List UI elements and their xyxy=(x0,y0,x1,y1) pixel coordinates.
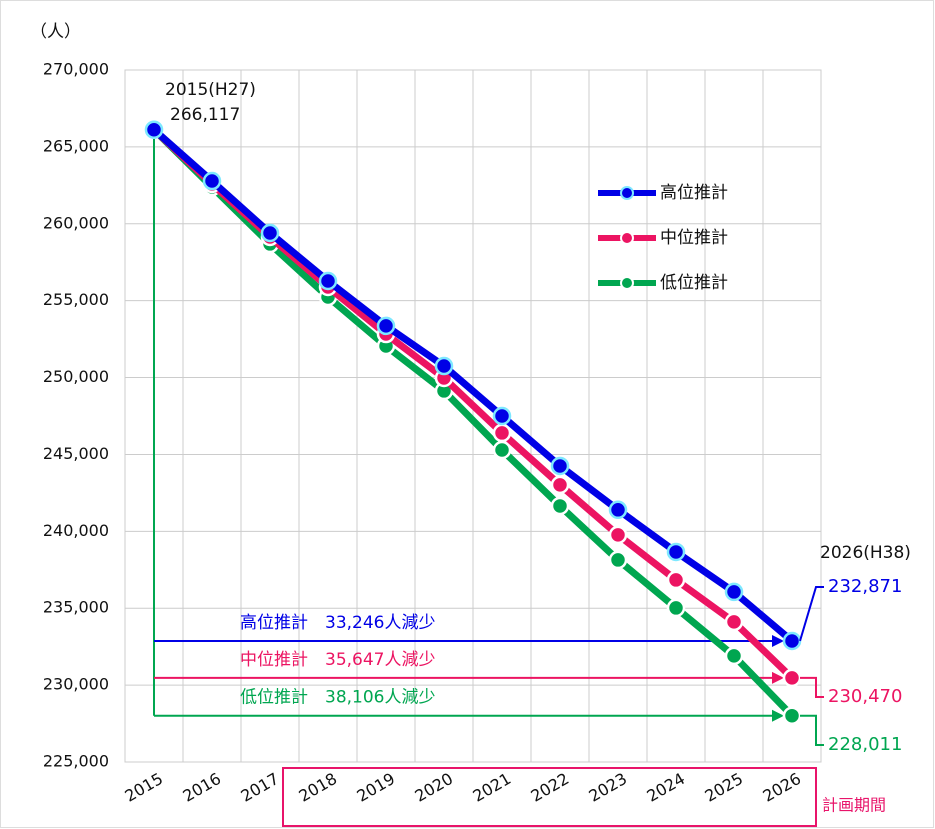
legend-marker xyxy=(620,186,634,200)
end-value-label: 228,011 xyxy=(828,734,902,755)
arrow-head xyxy=(772,671,784,684)
marker xyxy=(318,271,338,291)
end-value-label: 230,470 xyxy=(828,686,902,707)
marker xyxy=(782,706,802,725)
x-tick-label: 2018 xyxy=(295,769,340,806)
legend-label: 低位推計 xyxy=(660,273,728,293)
series-line xyxy=(151,127,795,644)
y-tick-label: 230,000 xyxy=(43,675,109,694)
arrow-head xyxy=(772,709,784,722)
marker xyxy=(666,570,686,590)
legend-label: 高位推計 xyxy=(660,183,728,203)
marker xyxy=(550,456,570,476)
x-tick-label: 2021 xyxy=(469,769,514,806)
x-tick-label: 2026 xyxy=(759,769,804,806)
x-tick-label: 2019 xyxy=(353,769,398,806)
x-tick-label: 2023 xyxy=(585,769,630,806)
end-value-label: 232,871 xyxy=(828,576,902,597)
marker xyxy=(724,646,744,666)
marker xyxy=(492,423,512,443)
legend-label: 中位推計 xyxy=(660,228,728,248)
unit-label: （人） xyxy=(30,22,81,42)
marker xyxy=(724,612,744,632)
marker xyxy=(608,525,628,545)
leader-line xyxy=(800,676,824,698)
x-tick-label: 2020 xyxy=(411,769,456,806)
decrease-label: 低位推計 38,106人減少 xyxy=(240,688,435,708)
y-tick-label: 270,000 xyxy=(43,60,109,79)
marker xyxy=(550,496,570,516)
arrow-head xyxy=(772,634,784,647)
x-tick-label: 2024 xyxy=(643,769,688,806)
decrease-label: 中位推計 35,647人減少 xyxy=(240,650,435,670)
y-tick-label: 260,000 xyxy=(43,213,109,232)
marker xyxy=(144,120,164,139)
marker xyxy=(492,440,512,460)
y-tick-label: 240,000 xyxy=(43,521,109,540)
marker xyxy=(492,406,512,426)
marker xyxy=(782,668,802,688)
y-tick-label: 235,000 xyxy=(43,598,109,617)
end-label: 2026(H38) xyxy=(820,543,911,563)
leader-line xyxy=(799,586,824,642)
marker xyxy=(608,550,628,570)
period-label: 計画期間 xyxy=(822,796,886,815)
x-tick-label: 2016 xyxy=(179,769,224,806)
marker xyxy=(666,598,686,618)
y-tick-label: 265,000 xyxy=(43,136,109,155)
series-line xyxy=(151,127,795,719)
marker xyxy=(724,582,744,602)
legend-marker xyxy=(620,276,634,290)
marker xyxy=(202,171,222,191)
x-tick-label: 2017 xyxy=(237,769,282,806)
y-tick-label: 225,000 xyxy=(43,752,109,771)
y-tick-label: 245,000 xyxy=(43,444,109,463)
leader-line xyxy=(800,714,824,746)
decrease-label: 高位推計 33,246人減少 xyxy=(240,613,435,633)
marker xyxy=(666,542,686,562)
x-tick-label: 2025 xyxy=(701,769,746,806)
start-label: 2015(H27) xyxy=(165,80,256,100)
y-tick-label: 250,000 xyxy=(43,367,109,386)
marker xyxy=(550,475,570,495)
marker xyxy=(376,316,396,336)
period-box xyxy=(282,767,817,827)
x-tick-label: 2015 xyxy=(121,769,166,806)
y-tick-label: 255,000 xyxy=(43,290,109,309)
marker xyxy=(260,223,280,243)
marker xyxy=(782,631,802,651)
start-value-label: 266,117 xyxy=(170,105,240,125)
marker xyxy=(434,356,454,376)
marker xyxy=(608,500,628,520)
legend-marker xyxy=(620,231,634,245)
x-tick-label: 2022 xyxy=(527,769,572,806)
